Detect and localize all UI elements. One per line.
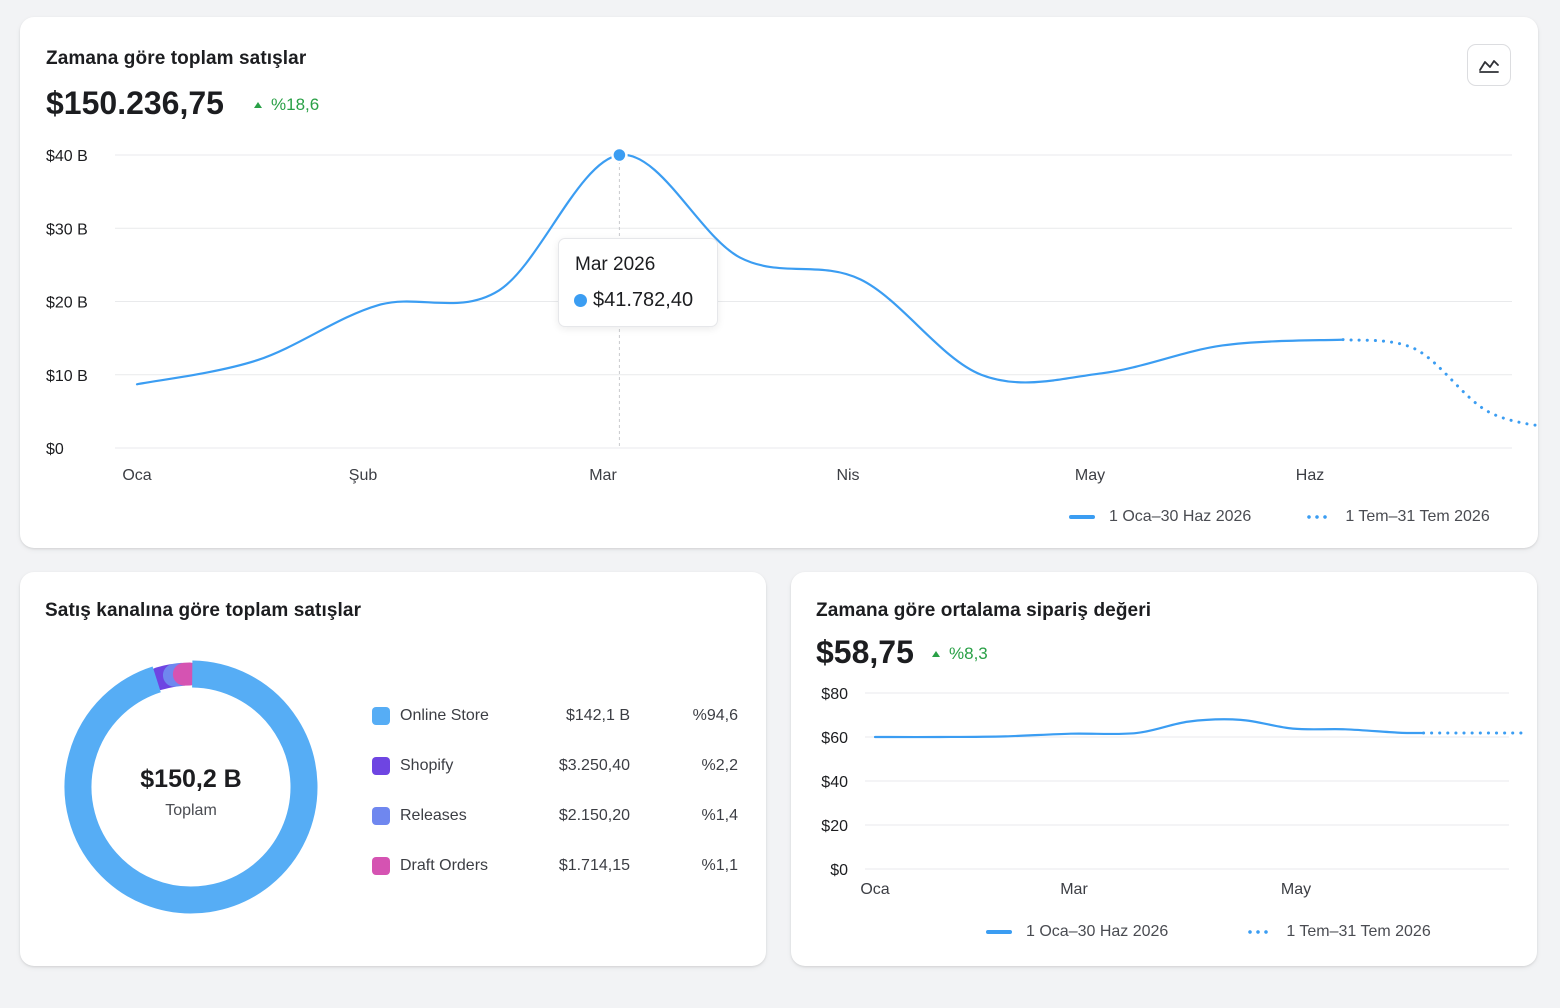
channel-row-draft-orders[interactable]: Draft Orders $1.714,15 %1,1: [372, 854, 738, 878]
channel-name: Online Store: [400, 707, 489, 724]
donut-slice-online-store[interactable]: [64, 660, 318, 914]
dotted-line-icon: [1246, 930, 1273, 934]
channel-amount: $3.250,40: [558, 757, 630, 774]
aov-delta: %8,3: [932, 644, 988, 664]
sales-by-channel-card: Satış kanalına göre toplam satışlar $150…: [20, 572, 766, 966]
channel-row-online-store[interactable]: Online Store $142,1 B %94,6: [372, 704, 738, 728]
chart-tooltip: Mar 2026 $41.782,40: [558, 238, 718, 327]
channel-name: Shopify: [400, 757, 454, 774]
x-tick-label: Nis: [836, 467, 859, 484]
x-tick-label: Haz: [1296, 467, 1324, 484]
swatch-icon: [372, 757, 390, 775]
legend-item-current[interactable]: 1 Oca–30 Haz 2026: [1069, 508, 1251, 526]
channel-name: Draft Orders: [400, 857, 489, 874]
legend-label: 1 Oca–30 Haz 2026: [1109, 508, 1252, 525]
legend-item-current[interactable]: 1 Oca–30 Haz 2026: [986, 923, 1168, 941]
solid-line-icon: [1069, 515, 1095, 519]
delta-value: %8,3: [949, 644, 988, 663]
y-tick-label: $30 B: [46, 221, 88, 238]
card-title: Satış kanalına göre toplam satışlar: [45, 600, 362, 621]
donut-total-value: $150,2 B: [140, 765, 242, 793]
x-tick-label: Şub: [349, 467, 378, 484]
x-tick-label: Mar: [589, 467, 617, 484]
swatch-icon: [372, 807, 390, 825]
dotted-line-icon: [1305, 515, 1332, 519]
y-tick-label: $20: [821, 818, 848, 835]
channel-row-releases[interactable]: Releases $2.150,20 %1,4: [372, 804, 738, 828]
y-tick-label: $60: [821, 730, 848, 747]
channel-percent: %1,4: [701, 807, 738, 824]
card-title: Zamana göre toplam satışlar: [46, 48, 307, 69]
y-tick-label: $80: [821, 686, 848, 703]
total-sales-delta: %18,6: [254, 95, 319, 115]
total-sales-line-chart: $0 $10 B $20 B $30 B $40 B Oca Şub Mar Nis May Haz: [46, 146, 1538, 484]
tooltip-title: Mar 2026: [575, 254, 656, 275]
y-tick-label: $0: [830, 862, 848, 879]
channel-amount: $142,1 B: [565, 707, 630, 724]
x-tick-label: Oca: [122, 467, 151, 484]
tooltip-row: $41.782,40: [574, 289, 693, 312]
legend-item-comparison[interactable]: 1 Tem–31 Tem 2026: [1246, 923, 1431, 941]
x-tick-label: Mar: [1060, 881, 1088, 898]
solid-line-icon: [986, 930, 1012, 934]
swatch-icon: [372, 857, 390, 875]
channel-row-shopify[interactable]: Shopify $3.250,40 %2,2: [372, 754, 738, 778]
series-line-current: [135, 153, 1345, 386]
x-tick-label: Oca: [860, 881, 889, 898]
delta-value: %18,6: [271, 95, 320, 114]
line-chart-icon: [1479, 60, 1499, 73]
y-tick-label: $10 B: [46, 368, 88, 385]
chart-type-button[interactable]: [1467, 44, 1511, 86]
tooltip-value: $41.782,40: [593, 289, 694, 311]
channel-amount: $1.714,15: [558, 857, 630, 874]
aov-line-chart: $0 $20 $40 $60 $80 Oca Mar May: [821, 686, 1530, 898]
channel-name: Releases: [400, 807, 467, 824]
x-tick-label: May: [1075, 467, 1105, 484]
x-tick-label: May: [1281, 881, 1311, 898]
arrow-up-icon: [254, 102, 262, 108]
series-line-comparison: [1341, 338, 1538, 428]
donut-total-label: Toplam: [165, 802, 217, 819]
channel-amount: $2.150,20: [558, 807, 630, 824]
series-dot-icon: [574, 294, 587, 307]
y-tick-label: $20 B: [46, 295, 88, 312]
channel-percent: %2,2: [701, 757, 738, 774]
aov-value: $58,75: [816, 634, 914, 670]
channel-percent: %1,1: [701, 857, 738, 874]
legend-label: 1 Tem–31 Tem 2026: [1286, 923, 1431, 940]
swatch-icon: [372, 707, 390, 725]
legend-label: 1 Oca–30 Haz 2026: [1026, 923, 1169, 940]
y-tick-label: $40: [821, 774, 848, 791]
y-tick-label: $40 B: [46, 148, 88, 165]
series-line-current: [873, 718, 1425, 739]
chart-legend: 1 Oca–30 Haz 2026 1 Tem–31 Tem 2026: [1069, 508, 1490, 526]
highlight-point[interactable]: [611, 146, 628, 164]
total-sales-value: $150.236,75: [46, 85, 224, 121]
chart-legend: 1 Oca–30 Haz 2026 1 Tem–31 Tem 2026: [986, 923, 1431, 941]
y-tick-label: $0: [46, 441, 64, 458]
arrow-up-icon: [932, 651, 940, 657]
channel-donut-chart: [64, 660, 318, 914]
legend-item-comparison[interactable]: 1 Tem–31 Tem 2026: [1305, 508, 1490, 526]
legend-label: 1 Tem–31 Tem 2026: [1345, 508, 1490, 525]
average-order-value-card: Zamana göre ortalama sipariş değeri $58,…: [791, 572, 1537, 966]
total-sales-card: Zamana göre toplam satışlar $150.236,75 …: [20, 17, 1538, 548]
channel-percent: %94,6: [692, 707, 738, 724]
card-title: Zamana göre ortalama sipariş değeri: [816, 600, 1152, 621]
